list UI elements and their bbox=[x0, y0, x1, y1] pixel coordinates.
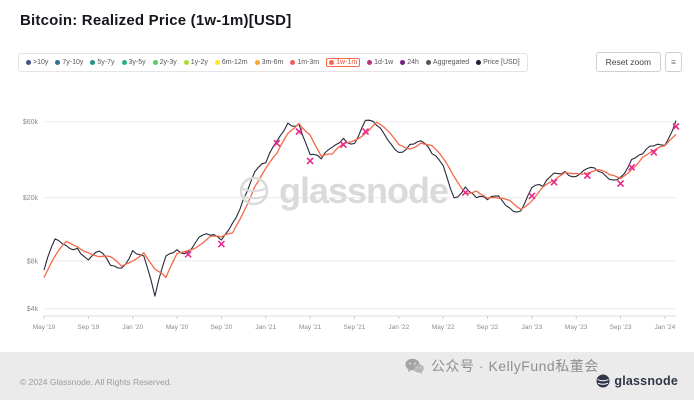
legend-dot bbox=[400, 59, 406, 65]
wechat-icon bbox=[405, 358, 424, 374]
signal-x-marker bbox=[628, 163, 636, 171]
x-tick-label: May '20 bbox=[166, 324, 189, 331]
y-tick-label: $4k bbox=[27, 306, 39, 313]
signal-x-marker bbox=[616, 180, 625, 188]
legend-dot bbox=[254, 59, 260, 65]
x-tick-label: Sep '21 bbox=[344, 324, 366, 331]
price-chart[interactable]: $4k $8k $20k $60k May '19 Sep '19 Jan '20 May '… bbox=[8, 76, 686, 348]
wechat-text: 公众号 · KellyFund私董会 bbox=[431, 358, 599, 374]
legend-dot bbox=[367, 59, 373, 65]
legend-label: 3y-5y bbox=[128, 58, 146, 66]
legend-label: 3m-6m bbox=[261, 58, 284, 66]
brand-text: glassnode bbox=[614, 374, 678, 388]
legend-label: 5y-7y bbox=[97, 58, 115, 66]
x-tick-label: May '22 bbox=[432, 324, 455, 331]
wechat-credit: 公众号 · KellyFund私董会 bbox=[405, 356, 599, 376]
signal-x-marker bbox=[550, 178, 558, 186]
legend-item-10y[interactable]: >10y bbox=[26, 59, 48, 66]
x-tick-label: May '23 bbox=[565, 324, 588, 331]
x-tick-label: May '21 bbox=[299, 324, 322, 331]
legend-label: Price [USD] bbox=[483, 58, 520, 66]
legend-item-1w-1m[interactable]: 1w-1m bbox=[326, 57, 361, 67]
legend-dot bbox=[90, 59, 96, 65]
legend-label: 1w-1m bbox=[336, 58, 358, 66]
signal-x-marker bbox=[295, 128, 303, 136]
signal-x-marker bbox=[583, 172, 591, 180]
legend-item-1d-1w[interactable]: 1d-1w bbox=[367, 59, 393, 66]
signal-x-marker bbox=[306, 157, 314, 165]
legend-dot bbox=[183, 59, 189, 65]
legend-item-7y-10y[interactable]: 7y-10y bbox=[55, 59, 83, 66]
signal-x-marker bbox=[273, 139, 281, 147]
legend-dot bbox=[214, 59, 220, 65]
x-tick-label: Jan '23 bbox=[521, 324, 542, 331]
signal-x-marker bbox=[361, 128, 370, 136]
legend-label: Aggregated bbox=[432, 58, 470, 66]
toolbar-controls: Reset zoom ≡ bbox=[595, 52, 682, 72]
glassnode-logo-icon bbox=[596, 374, 610, 388]
legend-label: 1d-1w bbox=[374, 58, 394, 66]
legend: >10y 7y-10y 5y-7y 3y-5y 2y-3y 1y-2y 6m-12m 3m-6… bbox=[18, 52, 528, 72]
page-title: Bitcoin: Realized Price (1w-1m)[USD] bbox=[20, 12, 292, 29]
footer-band: © 2024 Glassnode. All Rights Reserved. 公… bbox=[0, 352, 694, 400]
signal-x-marker bbox=[461, 189, 469, 197]
legend-dot bbox=[55, 59, 61, 65]
legend-dot bbox=[26, 59, 31, 65]
legend-dot bbox=[425, 59, 431, 65]
x-tick-label: Sep '23 bbox=[610, 324, 632, 331]
chart-toolbar: >10y 7y-10y 5y-7y 3y-5y 2y-3y 1y-2y 6m-12m 3m-6… bbox=[18, 52, 682, 72]
legend-item-1m-3m[interactable]: 1m-3m bbox=[290, 59, 319, 66]
legend-label: >10y bbox=[33, 58, 49, 66]
realized-price-line bbox=[43, 121, 677, 279]
reset-zoom-button[interactable]: Reset zoom bbox=[595, 52, 662, 72]
legend-dot bbox=[121, 59, 127, 65]
legend-item-price-usd[interactable]: Price [USD] bbox=[476, 59, 520, 66]
price-line bbox=[43, 119, 677, 297]
legend-label: 6m-12m bbox=[221, 58, 248, 66]
y-tick-label: $60k bbox=[23, 119, 39, 126]
x-tick-label: Sep '22 bbox=[477, 324, 499, 331]
chart-menu-button[interactable]: ≡ bbox=[665, 52, 682, 72]
signal-x-marker bbox=[528, 192, 536, 200]
menu-icon: ≡ bbox=[671, 57, 676, 67]
y-tick-label: $20k bbox=[23, 195, 39, 202]
legend-label: 1y-2y bbox=[190, 58, 208, 66]
legend-label: 1m-3m bbox=[297, 58, 320, 66]
signal-x-marker bbox=[184, 250, 192, 258]
x-tick-label: Jan '22 bbox=[388, 324, 409, 331]
signal-x-marker bbox=[650, 148, 658, 156]
legend-dot bbox=[476, 59, 482, 65]
signal-x-marker bbox=[672, 122, 680, 131]
legend-item-6m-12m[interactable]: 6m-12m bbox=[214, 58, 248, 66]
legend-item-3y-5y[interactable]: 3y-5y bbox=[121, 58, 146, 66]
copyright-text: © 2024 Glassnode. All Rights Reserved. bbox=[20, 377, 172, 387]
legend-item-5y-7y[interactable]: 5y-7y bbox=[90, 58, 115, 66]
x-tick-label: Jan '21 bbox=[255, 324, 276, 331]
chart-area[interactable]: $4k $8k $20k $60k May '19 Sep '19 Jan '20 May '… bbox=[8, 76, 686, 348]
x-tick-label: Jan '24 bbox=[655, 324, 676, 331]
legend-dot bbox=[290, 59, 296, 65]
glassnode-brand: glassnode bbox=[596, 374, 678, 388]
legend-item-aggregated[interactable]: Aggregated bbox=[425, 58, 470, 66]
legend-label: 7y-10y bbox=[62, 58, 84, 66]
legend-label: 24h bbox=[407, 58, 419, 66]
y-tick-label: $8k bbox=[27, 258, 39, 265]
signal-x-marker bbox=[339, 141, 347, 149]
legend-dot bbox=[329, 59, 335, 65]
legend-item-2y-3y[interactable]: 2y-3y bbox=[152, 58, 177, 66]
x-tick-label: May '19 bbox=[33, 324, 56, 331]
legend-label: 2y-3y bbox=[159, 58, 177, 66]
legend-item-24h[interactable]: 24h bbox=[400, 59, 419, 66]
legend-item-3m-6m[interactable]: 3m-6m bbox=[254, 58, 284, 66]
legend-item-1y-2y[interactable]: 1y-2y bbox=[183, 58, 208, 66]
x-tick-label: Sep '19 bbox=[77, 324, 99, 331]
legend-dot bbox=[152, 59, 158, 65]
x-tick-label: Jan '20 bbox=[122, 324, 143, 331]
signal-x-marker bbox=[217, 240, 225, 248]
x-tick-label: Sep '20 bbox=[210, 324, 232, 331]
